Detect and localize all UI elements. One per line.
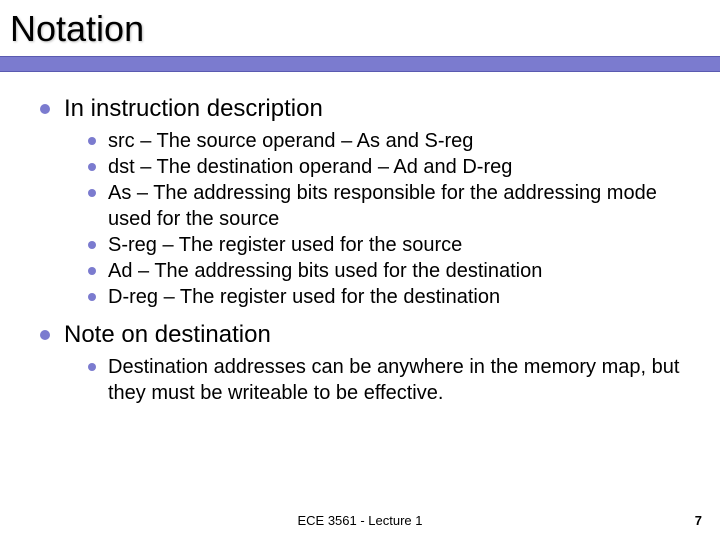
bullet-icon xyxy=(88,189,96,197)
sub-item: Destination addresses can be anywhere in… xyxy=(88,354,692,406)
bullet-icon xyxy=(88,163,96,171)
bullet-icon xyxy=(88,137,96,145)
sub-text: As – The addressing bits responsible for… xyxy=(108,180,692,232)
sub-item: As – The addressing bits responsible for… xyxy=(88,180,692,232)
bullet-text: In instruction description xyxy=(64,94,323,124)
sub-text: src – The source operand – As and S-reg xyxy=(108,128,473,154)
sub-text: Ad – The addressing bits used for the de… xyxy=(108,258,542,284)
sub-list: Destination addresses can be anywhere in… xyxy=(88,354,692,406)
sub-item: dst – The destination operand – Ad and D… xyxy=(88,154,692,180)
bullet-icon xyxy=(40,330,50,340)
bullet-icon xyxy=(88,241,96,249)
sub-text: D-reg – The register used for the destin… xyxy=(108,284,500,310)
bullet-icon xyxy=(88,293,96,301)
bullet-item: Note on destination xyxy=(40,320,692,350)
bullet-icon xyxy=(40,104,50,114)
slide-content: In instruction description src – The sou… xyxy=(0,72,720,406)
sub-text: dst – The destination operand – Ad and D… xyxy=(108,154,512,180)
slide-title: Notation xyxy=(10,8,720,50)
bullet-item: In instruction description xyxy=(40,94,692,124)
sub-text: Destination addresses can be anywhere in… xyxy=(108,354,692,406)
title-underline xyxy=(0,56,720,72)
bullet-icon xyxy=(88,267,96,275)
sub-item: S-reg – The register used for the source xyxy=(88,232,692,258)
title-bar: Notation xyxy=(0,0,720,56)
slide-footer: ECE 3561 - Lecture 1 xyxy=(0,513,720,528)
sub-text: S-reg – The register used for the source xyxy=(108,232,462,258)
sub-item: D-reg – The register used for the destin… xyxy=(88,284,692,310)
bullet-text: Note on destination xyxy=(64,320,271,350)
sub-item: Ad – The addressing bits used for the de… xyxy=(88,258,692,284)
bullet-icon xyxy=(88,363,96,371)
sub-item: src – The source operand – As and S-reg xyxy=(88,128,692,154)
page-number: 7 xyxy=(695,513,702,528)
sub-list: src – The source operand – As and S-reg … xyxy=(88,128,692,310)
